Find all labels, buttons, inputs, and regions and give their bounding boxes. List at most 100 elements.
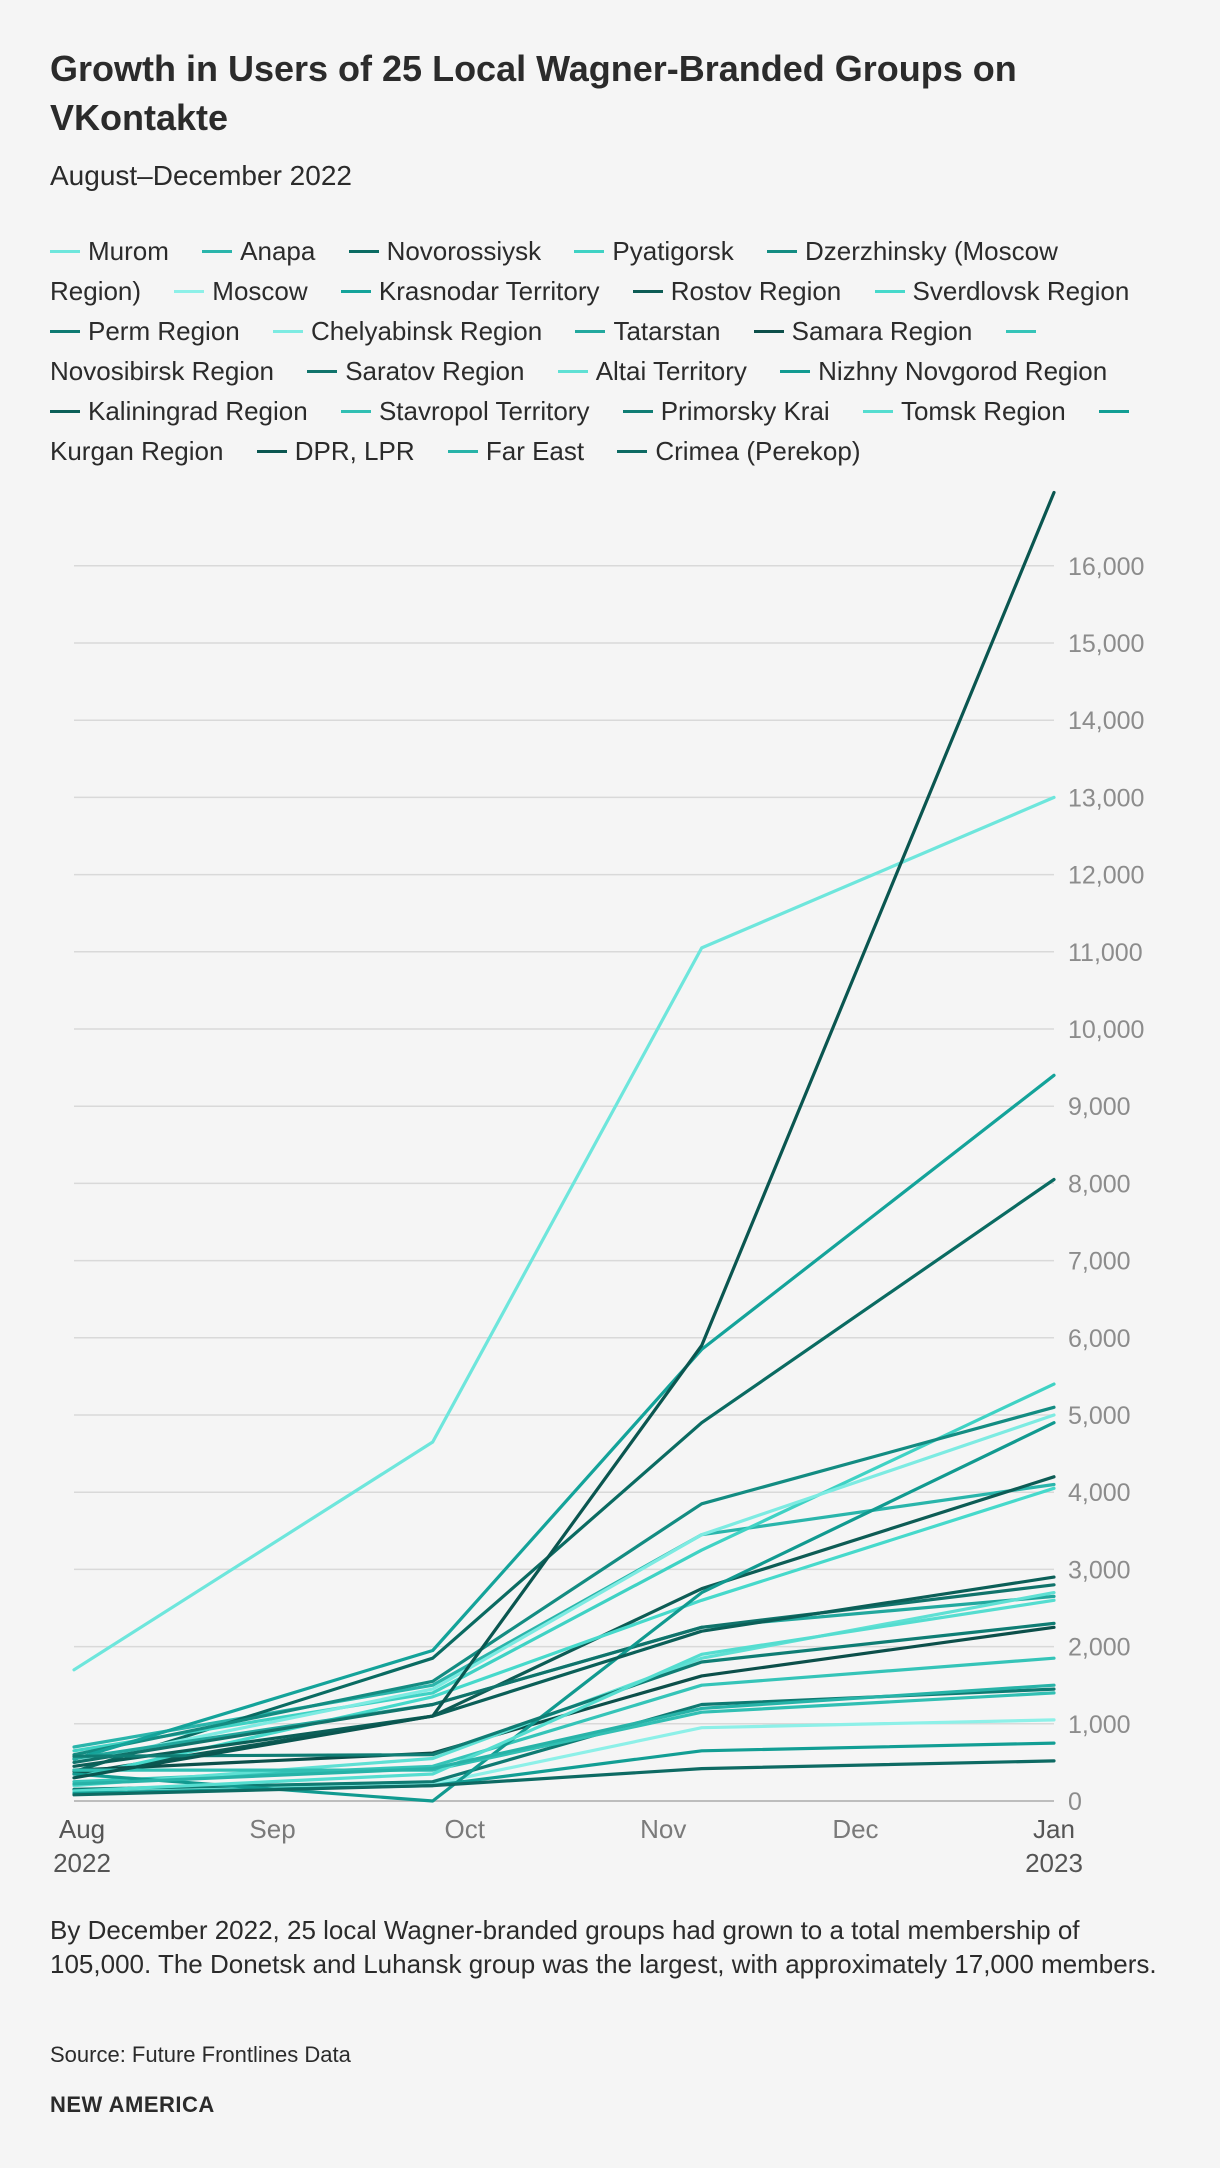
- legend-label: Chelyabinsk Region: [310, 316, 543, 346]
- legend-item: Kurgan Region: [50, 396, 1137, 466]
- legend-label: Moscow: [212, 276, 308, 306]
- chart-description: By December 2022, 25 local Wagner-brande…: [50, 1915, 1157, 1979]
- legend-swatch: [340, 289, 371, 293]
- legend-swatch: [307, 369, 338, 373]
- legend-label: Krasnodar Territory: [378, 276, 600, 306]
- y-tick-label: 9,000: [1068, 1093, 1131, 1121]
- series-line-nizhny-novgorod-region: [72, 1421, 1056, 1803]
- legend-item: Krasnodar Territory: [340, 276, 600, 306]
- series-line-rostov-region: [72, 1475, 1056, 1776]
- brand-logo-text: NEW AMERICA: [50, 2092, 215, 2117]
- x-tick-sublabel: 2022: [53, 1848, 111, 1878]
- legend-swatch: [617, 449, 648, 453]
- series-line-tomsk-region: [72, 1598, 1056, 1793]
- legend-item: Moscow: [174, 276, 308, 306]
- legend-item: Rostov Region: [632, 276, 842, 306]
- legend-label: Nizhny Novgorod Region: [818, 356, 1108, 386]
- legend-swatch: [256, 449, 287, 453]
- legend-item: Primorsky Krai: [622, 396, 830, 426]
- x-tick-label: Nov: [640, 1814, 686, 1844]
- legend-swatch: [272, 329, 303, 333]
- legend-item: Anapa: [202, 236, 315, 266]
- legend-item: Nizhny Novgorod Region: [780, 356, 1107, 386]
- legend-label: Novosibirsk Region: [50, 356, 274, 386]
- legend-label: Saratov Region: [345, 356, 525, 386]
- y-tick-label: 3,000: [1068, 1556, 1131, 1584]
- legend-item: Murom: [50, 236, 169, 266]
- series-line-crimea-perekop: [72, 1759, 1056, 1797]
- legend-item: Kaliningrad Region: [50, 396, 308, 426]
- chart-subtitle: August–December 2022: [50, 160, 352, 191]
- x-tick-label: Dec: [832, 1814, 878, 1844]
- series-line-kaliningrad-region: [72, 1575, 1056, 1768]
- legend-swatch: [557, 369, 588, 373]
- series-line-sverdlovsk-region: [72, 1486, 1056, 1780]
- series-line-pyatigorsk: [72, 1382, 1056, 1753]
- legend-label: Kurgan Region: [50, 436, 224, 466]
- legend-item: Dzerzhinsky (Moscow Region): [50, 236, 1058, 306]
- y-tick-label: 7,000: [1068, 1248, 1131, 1276]
- y-axis-labels: 0 1,000 2,000 3,000 4,000 5,000 6,000 7,000 8,00…: [1068, 553, 1144, 1816]
- legend-item: Novosibirsk Region: [50, 316, 1044, 386]
- legend-label: Samara Region: [791, 316, 973, 346]
- y-tick-label: 12,000: [1068, 862, 1144, 890]
- legend-item: Pyatigorsk: [574, 236, 734, 266]
- y-tick-label: 1,000: [1068, 1711, 1131, 1739]
- legend-swatch: [1005, 329, 1036, 333]
- series-line-novosibirsk-region: [72, 1656, 1056, 1784]
- legend-label: Crimea (Perekop): [655, 436, 861, 466]
- series-line-murom: [72, 795, 1056, 1672]
- legend-label: Altai Territory: [595, 356, 747, 386]
- legend-label: Pyatigorsk: [612, 236, 734, 266]
- legend-swatch: [574, 249, 605, 253]
- legend-item: Saratov Region: [307, 356, 524, 386]
- chart-grid: [74, 565, 1054, 1802]
- legend-swatch: [202, 249, 233, 253]
- y-tick-label: 0: [1068, 1788, 1082, 1816]
- series-line-primorsky-krai: [72, 1621, 1056, 1758]
- legend-label: Kaliningrad Region: [88, 396, 308, 426]
- chart-title: Growth in Users of 25 Local Wagner-Brand…: [50, 48, 1017, 138]
- x-axis-labels: Aug 2022 Sep Oct Nov Dec Jan 2023: [53, 1814, 1083, 1878]
- legend-swatch: [632, 289, 663, 293]
- legend-swatch: [862, 409, 893, 413]
- series-line-chelyabinsk-region: [72, 1413, 1056, 1765]
- legend-swatch: [340, 409, 371, 413]
- legend-item: DPR, LPR: [256, 436, 415, 466]
- chart-series-lines: [72, 490, 1056, 1803]
- legend-label: Rostov Region: [670, 276, 842, 306]
- series-line-novorossiysk: [72, 1177, 1056, 1774]
- legend-swatch: [50, 329, 80, 333]
- legend-label: Tomsk Region: [900, 396, 1066, 426]
- legend-swatch: [447, 449, 478, 453]
- x-tick-label: Oct: [444, 1814, 485, 1844]
- legend-label: Tatarstan: [613, 316, 721, 346]
- legend-label: Primorsky Krai: [660, 396, 830, 426]
- y-tick-label: 14,000: [1068, 707, 1144, 735]
- series-line-stavropol-territory: [72, 1691, 1056, 1772]
- y-tick-label: 2,000: [1068, 1634, 1131, 1662]
- y-tick-label: 11,000: [1068, 939, 1143, 967]
- y-tick-label: 10,000: [1068, 1016, 1144, 1044]
- legend-swatch: [348, 249, 379, 253]
- legend-label: Novorossiysk: [386, 236, 542, 266]
- legend-swatch: [50, 409, 80, 413]
- legend-swatch: [174, 289, 205, 293]
- y-tick-label: 16,000: [1068, 553, 1144, 581]
- y-tick-label: 15,000: [1068, 630, 1144, 658]
- legend-label: Far East: [485, 436, 585, 466]
- legend-swatch: [767, 249, 798, 253]
- legend-label: Sverdlovsk Region: [912, 276, 1130, 306]
- legend-label: Murom: [88, 236, 169, 266]
- legend-label: DPR, LPR: [294, 436, 415, 466]
- legend-item: Stavropol Territory: [340, 396, 589, 426]
- legend-item: Tomsk Region: [862, 396, 1066, 426]
- series-line-krasnodar-territory: [72, 1073, 1056, 1761]
- legend-swatch: [622, 409, 653, 413]
- legend-item: Far East: [447, 436, 585, 466]
- line-chart: 0 1,000 2,000 3,000 4,000 5,000 6,000 7,000 8,00…: [53, 490, 1144, 1878]
- y-tick-label: 4,000: [1068, 1479, 1131, 1507]
- legend-swatch: [575, 329, 606, 333]
- legend-label: Perm Region: [88, 316, 240, 346]
- legend-swatch: [780, 369, 811, 373]
